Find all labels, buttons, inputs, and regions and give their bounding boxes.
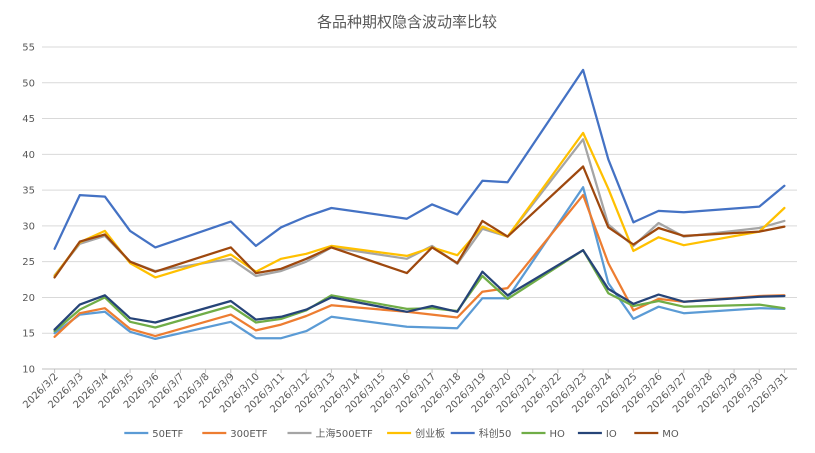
legend-label: 上海500ETF	[316, 427, 374, 440]
series-line-1	[55, 195, 785, 337]
legend-label: 创业板	[415, 427, 445, 440]
x-axis: 2026/3/22026/3/32026/3/42026/3/52026/3/6…	[21, 369, 790, 415]
legend-item: IO	[578, 429, 617, 440]
legend-item: MO	[634, 429, 679, 440]
y-tick-label: 10	[22, 365, 35, 376]
legend-label: 300ETF	[230, 429, 268, 440]
series-line-0	[55, 187, 785, 339]
legend: 50ETF 300ETF 上海500ETF 创业板 科创50 HO IO MO	[124, 427, 679, 440]
chart-title: 各品种期权隐含波动率比较	[317, 13, 497, 31]
legend-item: HO	[522, 429, 566, 440]
gridlines	[42, 47, 797, 369]
legend-item: 300ETF	[202, 429, 268, 440]
series-line-2	[55, 139, 785, 276]
y-tick-label: 45	[22, 114, 35, 125]
legend-item: 创业板	[387, 427, 445, 440]
y-tick-label: 35	[22, 186, 35, 197]
y-tick-label: 55	[22, 43, 35, 54]
y-tick-label: 15	[22, 329, 35, 340]
legend-item: 50ETF	[124, 429, 183, 440]
legend-label: MO	[662, 429, 679, 440]
y-tick-label: 50	[22, 78, 35, 89]
y-axis: 10 15 20 25 30 35 40 45 50 55	[22, 43, 35, 376]
legend-label: IO	[606, 429, 617, 440]
y-tick-label: 25	[22, 257, 35, 268]
legend-label: 50ETF	[152, 429, 183, 440]
series-line-4	[55, 70, 785, 249]
legend-label: 科创50	[479, 427, 512, 440]
legend-item: 上海500ETF	[288, 427, 374, 440]
legend-label: HO	[550, 429, 566, 440]
y-tick-label: 20	[22, 293, 35, 304]
legend-item: 科创50	[451, 427, 512, 440]
y-tick-label: 40	[22, 150, 35, 161]
series-line-7	[55, 167, 785, 278]
y-tick-label: 30	[22, 221, 35, 232]
series-lines	[55, 70, 785, 339]
